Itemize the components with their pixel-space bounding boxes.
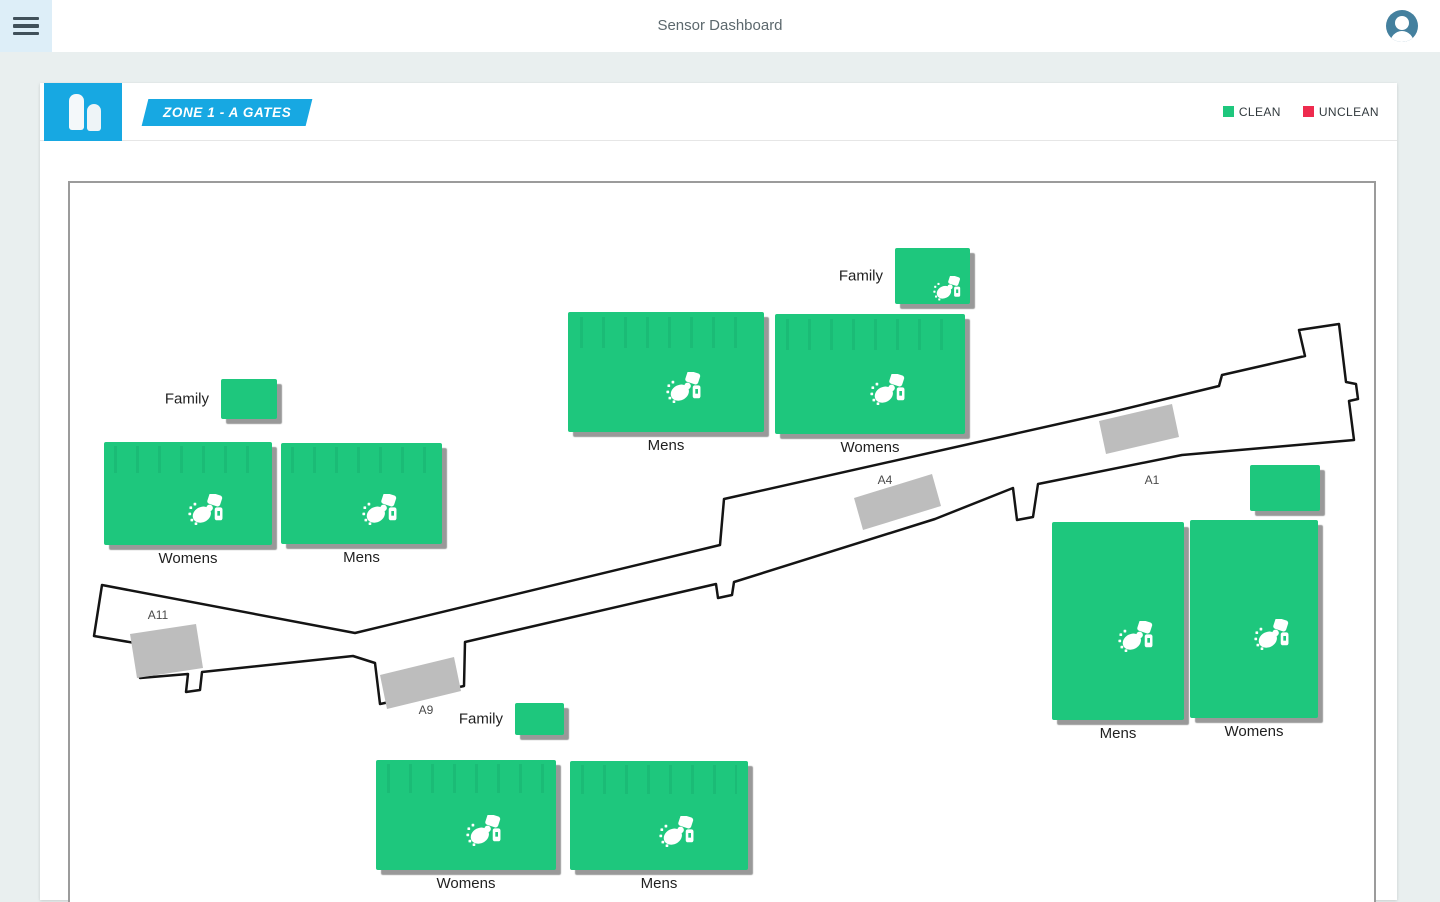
gate-a1: [1099, 404, 1179, 454]
restroom-block-family[interactable]: Family: [459, 703, 564, 735]
top-bar: Sensor Dashboard: [0, 0, 1440, 52]
restroom-block-family[interactable]: Family: [839, 248, 970, 304]
gate-label: A4: [878, 473, 893, 487]
restroom-block-womens[interactable]: Womens: [376, 760, 556, 892]
zone-card: ZONE 1 - A GATES CLEAN UNCLEAN A11 A9: [40, 83, 1397, 902]
stall-outlines: [579, 316, 753, 348]
stall-outlines: [290, 447, 433, 474]
restroom-label: Family: [164, 390, 209, 408]
restroom-label: Womens: [1224, 723, 1284, 740]
restroom-block-womens[interactable]: Womens: [104, 442, 272, 567]
stall-outlines: [786, 318, 954, 350]
restroom-label: Mens: [343, 549, 380, 566]
gate-a11: [130, 624, 203, 678]
restroom-block-mens[interactable]: Mens: [1052, 522, 1184, 742]
sensor-cylinder-icon: [87, 104, 101, 131]
restroom-label: Family: [838, 267, 883, 285]
status-legend: CLEAN UNCLEAN: [1222, 83, 1379, 140]
concourse-outline: [92, 322, 1360, 706]
stall-outlines: [386, 764, 546, 793]
avatar-head: [1395, 16, 1409, 30]
gate-a9: [380, 657, 461, 709]
gate-label: A9: [419, 703, 434, 717]
stall-outlines: [114, 446, 262, 473]
restroom-block-mens[interactable]: Mens: [281, 443, 442, 566]
gate-label: A1: [1145, 473, 1160, 487]
restroom-block-family[interactable]: Family: [165, 379, 277, 419]
restroom-label: Family: [458, 710, 503, 728]
restroom-block-unlabeled[interactable]: [1250, 465, 1320, 511]
restroom-label: Womens: [158, 550, 218, 567]
restroom-block-mens[interactable]: Mens: [568, 312, 764, 454]
zone-selector-badge[interactable]: ZONE 1 - A GATES: [141, 99, 313, 126]
restroom-label: Mens: [1099, 725, 1137, 742]
zone-card-header: ZONE 1 - A GATES CLEAN UNCLEAN: [40, 83, 1397, 141]
zone-badge-label: ZONE 1 - A GATES: [163, 105, 292, 120]
clean-swatch-icon: [1222, 106, 1234, 117]
unclean-swatch-icon: [1302, 106, 1314, 117]
restroom-block-womens[interactable]: Womens: [775, 314, 965, 456]
menu-icon[interactable]: [0, 0, 52, 52]
restroom-label: Womens: [436, 875, 496, 892]
restroom-block-womens[interactable]: Womens: [1190, 520, 1318, 740]
gate-label: A11: [148, 608, 169, 622]
restroom-label: Mens: [640, 875, 678, 892]
page-title: Sensor Dashboard: [657, 17, 783, 34]
stall-outlines: [580, 765, 738, 794]
floorplan-map: A11 A9 A4 A1 Family: [68, 181, 1376, 902]
gate-a4: [854, 474, 941, 530]
legend-item-clean: CLEAN: [1222, 105, 1281, 119]
restroom-sensor-icon: [44, 83, 122, 141]
sensor-cylinder-icon: [69, 94, 84, 130]
restroom-label: Mens: [647, 437, 685, 454]
restroom-label: Womens: [840, 439, 900, 456]
legend-item-unclean: UNCLEAN: [1302, 105, 1379, 119]
restroom-block-mens[interactable]: Mens: [570, 761, 748, 892]
avatar-body: [1390, 31, 1414, 42]
concourse-svg: A11 A9 A4 A1: [92, 322, 1360, 717]
user-avatar[interactable]: [1386, 10, 1418, 42]
